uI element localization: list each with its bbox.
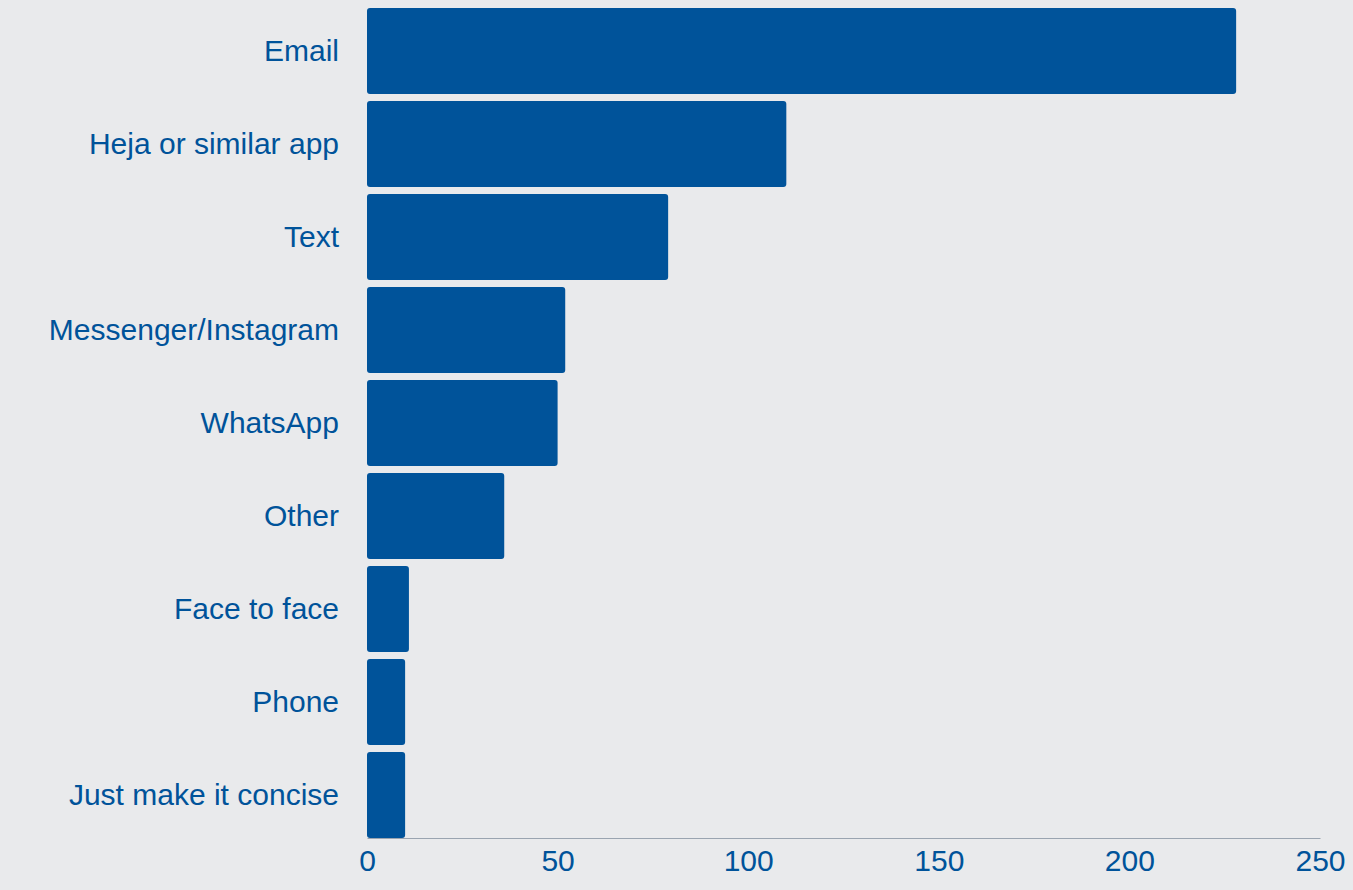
category-label: Messenger/Instagram bbox=[49, 313, 339, 346]
bar bbox=[367, 287, 565, 373]
x-tick: 200 bbox=[1105, 838, 1155, 877]
y-tick: Messenger/Instagram bbox=[49, 313, 367, 346]
category-label: Heja or similar app bbox=[89, 127, 339, 160]
chart: Email Heja or similar app Text Messenger/In… bbox=[0, 0, 1353, 890]
y-tick: Email bbox=[264, 34, 367, 67]
x-tick: 150 bbox=[914, 838, 964, 877]
category-label: Face to face bbox=[174, 592, 339, 625]
bar bbox=[367, 380, 558, 466]
x-tick: 0 bbox=[359, 838, 376, 877]
y-tick: Text bbox=[284, 220, 367, 253]
category-label: Other bbox=[264, 499, 339, 532]
x-tick-label: 50 bbox=[541, 844, 574, 877]
bars bbox=[367, 8, 1236, 838]
bar bbox=[367, 194, 668, 280]
bar bbox=[367, 101, 786, 187]
x-tick: 250 bbox=[1295, 838, 1345, 877]
bar bbox=[367, 473, 504, 559]
x-tick-label: 250 bbox=[1295, 844, 1345, 877]
x-tick: 50 bbox=[541, 838, 574, 877]
category-label: Text bbox=[284, 220, 340, 253]
bar bbox=[367, 8, 1236, 94]
x-tick-label: 200 bbox=[1105, 844, 1155, 877]
category-label: Just make it concise bbox=[69, 778, 339, 811]
category-label: WhatsApp bbox=[201, 406, 339, 439]
category-label: Email bbox=[264, 34, 339, 67]
category-label: Phone bbox=[252, 685, 339, 718]
y-tick: Phone bbox=[252, 685, 367, 718]
x-tick-label: 150 bbox=[914, 844, 964, 877]
y-axis-line bbox=[367, 9, 368, 839]
y-tick: Heja or similar app bbox=[89, 127, 367, 160]
y-tick: Other bbox=[264, 499, 367, 532]
x-tick-label: 100 bbox=[724, 844, 774, 877]
x-axis-line bbox=[368, 838, 1321, 839]
x-tick-label: 0 bbox=[359, 844, 376, 877]
y-tick: Face to face bbox=[174, 592, 367, 625]
bar bbox=[367, 566, 409, 652]
x-axis: 0 50 100 150 200 250 bbox=[359, 838, 1345, 877]
y-tick: WhatsApp bbox=[201, 406, 367, 439]
bar bbox=[367, 752, 405, 838]
y-axis: Email Heja or similar app Text Messenger/In… bbox=[49, 9, 368, 839]
y-tick: Just make it concise bbox=[69, 778, 367, 811]
x-tick: 100 bbox=[724, 838, 774, 877]
bar bbox=[367, 659, 405, 745]
